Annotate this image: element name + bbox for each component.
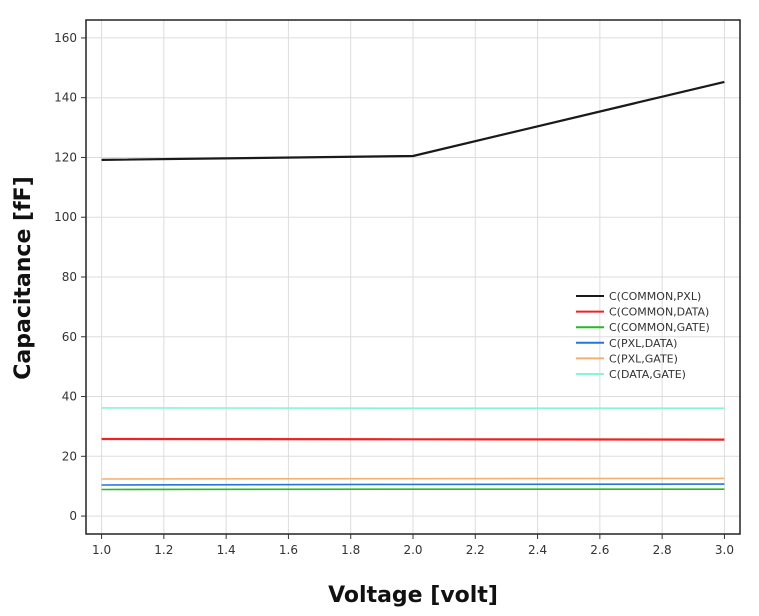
series-line bbox=[101, 437, 725, 441]
x-tick-label: 2.6 bbox=[590, 543, 609, 557]
series-lines bbox=[101, 80, 725, 491]
x-tick-label: 2.2 bbox=[466, 543, 485, 557]
y-tick-label: 60 bbox=[62, 330, 77, 344]
x-tick-label: 1.0 bbox=[92, 543, 111, 557]
series-line bbox=[101, 80, 725, 161]
grid-lines bbox=[86, 20, 740, 534]
legend-label: C(PXL,GATE) bbox=[609, 352, 678, 365]
x-axis-title: Voltage [volt] bbox=[328, 583, 498, 608]
legend-label: C(COMMON,PXL) bbox=[609, 290, 701, 303]
legend: C(COMMON,PXL) C(COMMON,DATA) C(COMMON,GATE… bbox=[576, 290, 710, 381]
y-axis-ticks: 0 20 40 60 80 100 120 140 160 bbox=[54, 31, 86, 523]
y-tick-label: 140 bbox=[54, 91, 77, 105]
x-axis-ticks: 1.0 1.2 1.4 1.6 1.8 2.0 2.2 2.4 2.6 2.8 3.0 bbox=[92, 534, 734, 557]
y-tick-label: 100 bbox=[54, 210, 77, 224]
x-tick-label: 1.8 bbox=[341, 543, 360, 557]
series-line bbox=[101, 483, 725, 486]
legend-label: C(COMMON,GATE) bbox=[609, 321, 710, 334]
x-tick-label: 3.0 bbox=[715, 543, 734, 557]
x-tick-label: 2.0 bbox=[403, 543, 422, 557]
y-tick-label: 20 bbox=[62, 449, 77, 463]
y-axis-title: Capacitance [fF] bbox=[11, 176, 36, 380]
y-tick-label: 0 bbox=[69, 509, 77, 523]
x-tick-label: 1.4 bbox=[217, 543, 236, 557]
x-tick-label: 2.4 bbox=[528, 543, 547, 557]
y-tick-label: 160 bbox=[54, 31, 77, 45]
legend-label: C(DATA,GATE) bbox=[609, 368, 686, 381]
legend-label: C(PXL,DATA) bbox=[609, 337, 677, 350]
x-tick-label: 1.2 bbox=[154, 543, 173, 557]
y-tick-label: 80 bbox=[62, 270, 77, 284]
y-tick-label: 120 bbox=[54, 150, 77, 164]
legend-label: C(COMMON,DATA) bbox=[609, 306, 709, 319]
x-tick-label: 2.8 bbox=[653, 543, 672, 557]
y-tick-label: 40 bbox=[62, 390, 77, 404]
x-tick-label: 1.6 bbox=[279, 543, 298, 557]
series-line bbox=[101, 477, 725, 480]
